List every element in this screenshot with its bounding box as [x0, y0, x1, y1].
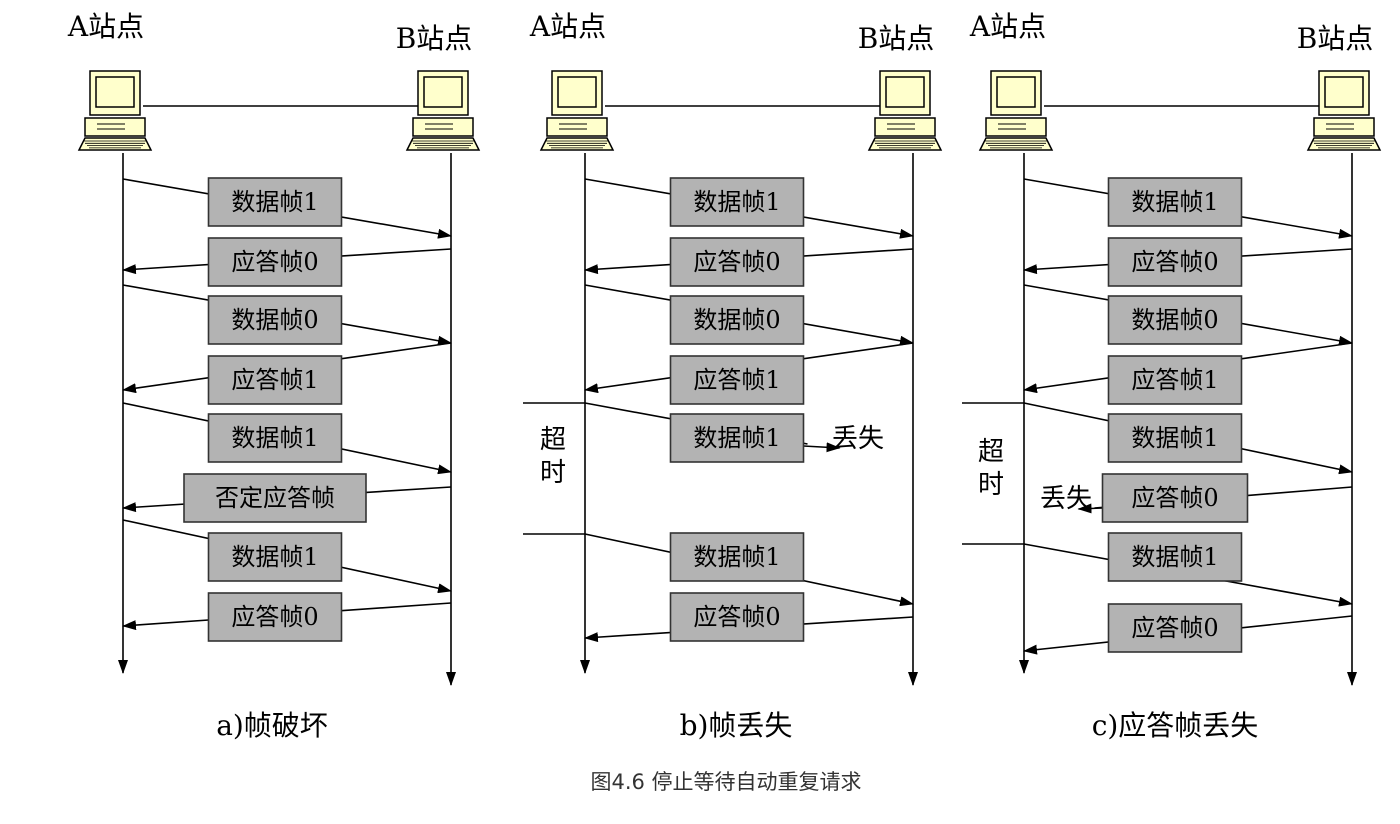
frame-box: 数据帧0	[1107, 295, 1243, 345]
station-b-label: B站点	[858, 22, 935, 55]
frame-box: 应答帧0	[1107, 237, 1243, 287]
timeout-label: 超	[978, 437, 1004, 467]
frame-label: 数据帧1	[693, 543, 780, 571]
timeout-label: 超	[540, 425, 566, 455]
frame-box: 数据帧0	[669, 295, 805, 345]
frame-label: 数据帧1	[231, 543, 318, 571]
frame-label: 应答帧0	[231, 248, 318, 276]
frame-box: 数据帧1	[1107, 177, 1243, 227]
frame-box: 应答帧0	[207, 237, 343, 287]
frame-box: 数据帧1	[207, 177, 343, 227]
frame-label: 数据帧1	[231, 424, 318, 452]
frame-box: 应答帧0	[669, 237, 805, 287]
frame-box: 数据帧1	[207, 532, 343, 582]
lost-arrow	[803, 442, 841, 453]
frame-box: 应答帧1	[207, 355, 343, 405]
frame-label: 应答帧0	[693, 603, 780, 631]
frame-box: 应答帧0	[1101, 473, 1249, 523]
frame-box: 应答帧0	[207, 592, 343, 642]
computer-a-icon	[539, 70, 615, 151]
frame-label: 应答帧1	[693, 366, 780, 394]
station-a-label: A站点	[67, 10, 144, 43]
timeout-label: 时	[978, 470, 1004, 500]
panel-subtitle: a)帧破坏	[216, 709, 328, 742]
frame-label: 数据帧1	[1131, 543, 1218, 571]
frame-label: 数据帧0	[1131, 306, 1218, 334]
station-a-label: A站点	[969, 10, 1046, 43]
frame-box: 应答帧0	[1107, 603, 1243, 653]
frame-label: 应答帧0	[1131, 614, 1218, 642]
frame-label: 数据帧0	[231, 306, 318, 334]
frame-box: 应答帧0	[669, 592, 805, 642]
computer-b-icon	[1306, 70, 1382, 151]
frame-box: 否定应答帧	[183, 473, 367, 523]
panel-subtitle: b)帧丢失	[680, 709, 793, 742]
frame-box: 数据帧0	[207, 295, 343, 345]
computer-a-icon	[77, 70, 153, 151]
timeout-label: 时	[540, 458, 566, 488]
station-b-label: B站点	[396, 22, 473, 55]
frame-label: 应答帧0	[1131, 484, 1218, 512]
stop-and-wait-arq-diagram: A站点 B站点数据帧1应答帧0数据帧0应答帧1数据帧1否定应答帧数据帧1应答帧0a…	[67, 10, 1382, 742]
frame-box: 数据帧1	[1107, 413, 1243, 463]
frame-box: 数据帧1	[1107, 532, 1243, 582]
computer-b-icon	[867, 70, 943, 151]
frame-label: 数据帧1	[693, 188, 780, 216]
panel-subtitle: c)应答帧丢失	[1092, 709, 1259, 742]
frame-label: 应答帧0	[693, 248, 780, 276]
station-b-label: B站点	[1297, 22, 1374, 55]
frame-box: 数据帧1	[669, 532, 805, 582]
station-a-label: A站点	[529, 10, 606, 43]
lost-label: 丢失	[832, 424, 884, 454]
frame-box: 数据帧1	[207, 413, 343, 463]
figure-caption: 图4.6 停止等待自动重复请求	[590, 770, 862, 794]
panel-a: A站点 B站点数据帧1应答帧0数据帧0应答帧1数据帧1否定应答帧数据帧1应答帧0a…	[67, 10, 481, 742]
frame-label: 数据帧1	[1131, 424, 1218, 452]
frame-label: 数据帧1	[231, 188, 318, 216]
computer-b-icon	[405, 70, 481, 151]
frame-label: 数据帧1	[693, 424, 780, 452]
frame-label: 应答帧0	[231, 603, 318, 631]
frame-box: 数据帧1	[669, 177, 805, 227]
frame-box: 应答帧1	[669, 355, 805, 405]
lost-arrow	[1077, 503, 1103, 514]
frame-box: 应答帧1	[1107, 355, 1243, 405]
frame-label: 应答帧1	[1131, 366, 1218, 394]
frame-label: 否定应答帧	[215, 484, 335, 512]
frame-label: 数据帧1	[1131, 188, 1218, 216]
computer-a-icon	[978, 70, 1054, 151]
frame-box: 数据帧1	[669, 413, 805, 463]
frame-label: 应答帧1	[231, 366, 318, 394]
lost-label: 丢失	[1040, 484, 1092, 514]
frame-label: 数据帧0	[693, 306, 780, 334]
frame-label: 应答帧0	[1131, 248, 1218, 276]
